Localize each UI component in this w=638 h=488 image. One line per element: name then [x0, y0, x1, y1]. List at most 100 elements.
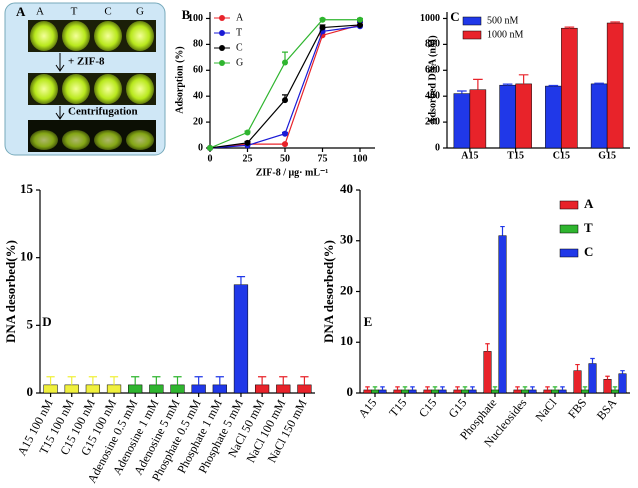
legend-marker — [219, 45, 225, 51]
x-tick-label: 100 — [353, 153, 368, 164]
bar — [543, 389, 552, 394]
series-line — [209, 19, 360, 149]
error-bar — [425, 386, 430, 390]
error-bar — [548, 84, 559, 87]
legend-label: T — [584, 220, 593, 235]
bar — [254, 384, 270, 394]
x-tick-label: FBS — [565, 396, 589, 421]
arrow — [55, 53, 65, 72]
error-bar — [594, 82, 604, 84]
point — [357, 21, 363, 28]
y-tick-label: 40 — [340, 181, 353, 196]
error-bar — [564, 26, 575, 29]
bar — [499, 84, 516, 149]
error-bar — [457, 90, 467, 94]
y-tick-label: 15 — [20, 181, 34, 196]
y-tick-label: 80 — [193, 39, 203, 50]
bar — [545, 85, 562, 149]
bar — [212, 384, 227, 394]
bar — [276, 384, 291, 394]
step-label: Centrifugation — [68, 106, 138, 118]
bar — [603, 379, 612, 394]
y-tick-label: 20 — [340, 282, 353, 297]
panel-letter: E — [364, 314, 373, 329]
error-bar — [215, 376, 224, 385]
bar — [521, 389, 529, 394]
bar — [170, 384, 185, 394]
bar — [297, 384, 312, 394]
bar — [453, 389, 462, 394]
x-axis-title: ZIF-8 / μg· mL⁻¹ — [256, 167, 329, 178]
bar — [461, 389, 469, 394]
legend-marker — [219, 30, 225, 36]
bar — [43, 384, 58, 394]
error-bar — [620, 370, 625, 374]
y-axis-title: DNA desorbed(%) — [321, 240, 336, 343]
x-tick-label: A15 — [355, 396, 379, 421]
tube-label: G — [136, 6, 144, 18]
error-bar — [194, 376, 203, 385]
error-bar — [502, 83, 513, 86]
error-bar — [410, 386, 415, 390]
point — [282, 130, 288, 137]
y-tick-label: 10 — [20, 249, 33, 264]
legend-swatch — [462, 30, 482, 40]
error-bar — [575, 363, 580, 371]
x-tick-label: T15 — [507, 150, 524, 161]
error-bar — [109, 376, 119, 385]
y-tick-label: 10 — [340, 333, 353, 348]
error-bar — [530, 386, 535, 390]
y-axis-title: Adsorption (%) — [174, 46, 185, 114]
x-tick-label: A15 — [461, 150, 478, 161]
bar — [581, 389, 589, 394]
bar — [513, 389, 522, 394]
y-tick-label: 1000 — [420, 13, 440, 24]
bar — [408, 389, 417, 394]
y-tick-label: 200 — [425, 116, 440, 127]
x-tick-label: G15 — [598, 150, 616, 161]
legend-swatch — [462, 16, 482, 26]
point — [282, 141, 288, 148]
point — [357, 16, 363, 23]
error-bar — [518, 74, 529, 84]
photo — [28, 73, 156, 105]
legend-label: A — [584, 196, 594, 211]
y-tick-label: 30 — [340, 232, 353, 247]
error-bar — [612, 386, 618, 390]
y-tick-label: 5 — [27, 316, 34, 331]
x-tick-label: 75 — [318, 153, 328, 164]
bar — [611, 389, 619, 394]
y-tick-label: 20 — [193, 116, 203, 127]
error-bar — [432, 386, 438, 390]
bar — [468, 389, 477, 394]
error-bar — [173, 376, 182, 385]
error-bar — [257, 376, 267, 385]
point — [282, 97, 288, 104]
y-tick-label: 60 — [193, 65, 203, 76]
x-tick-label: G15 — [445, 396, 469, 421]
y-tick-label: 0 — [27, 384, 34, 399]
x-tick-label: BSA — [594, 395, 620, 422]
bar — [438, 389, 447, 394]
photo-panel: A A T C G + ZIF-8 Centrifugation — [4, 2, 166, 156]
error-bar — [545, 386, 550, 390]
bar — [515, 83, 532, 149]
bar — [371, 389, 379, 394]
x-tick-label: 50 — [280, 153, 290, 164]
error-bar — [582, 386, 588, 390]
error-bar — [131, 376, 140, 385]
error-bar — [455, 386, 460, 390]
bar — [498, 235, 507, 394]
bar — [606, 22, 624, 149]
bar — [431, 389, 439, 394]
bar — [469, 89, 487, 149]
error-bar — [522, 386, 528, 390]
legend-label: 1000 nM — [487, 29, 524, 40]
series-line — [209, 24, 361, 149]
bar — [491, 389, 499, 394]
legend-swatch — [559, 224, 579, 234]
y-tick-label: 0 — [347, 384, 354, 399]
error-bar — [380, 386, 385, 390]
y-tick-label: 600 — [425, 65, 440, 76]
tube-label: T — [71, 6, 78, 18]
